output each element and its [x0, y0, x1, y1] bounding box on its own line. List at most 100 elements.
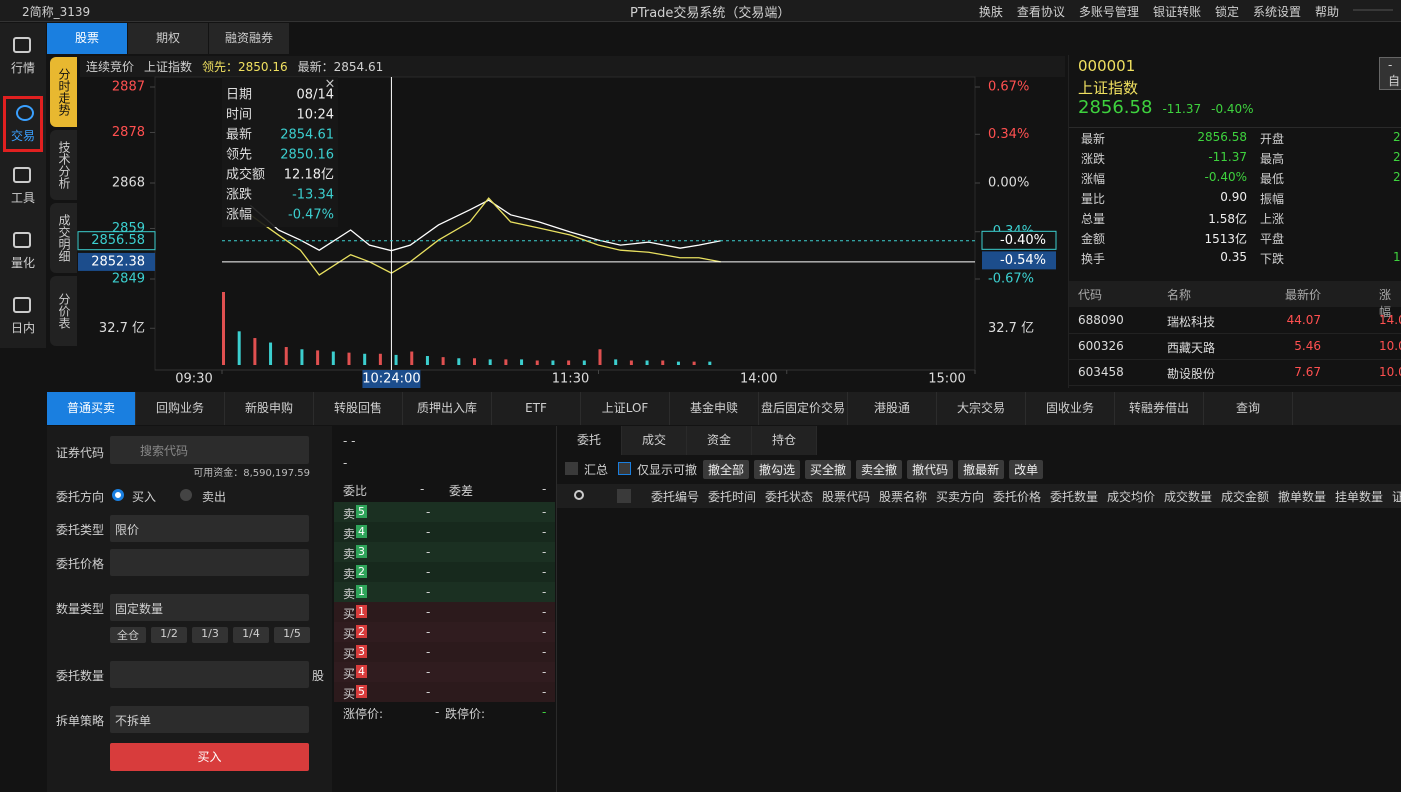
- fraction-btn[interactable]: 1/2: [151, 627, 187, 643]
- order-btn[interactable]: 改单: [1009, 460, 1044, 479]
- sidebar-item[interactable]: 量化: [3, 226, 43, 282]
- volume-bar: [535, 360, 539, 365]
- book-level: 1: [356, 585, 367, 598]
- biz-tab[interactable]: 固收业务: [1026, 392, 1115, 425]
- sidebar: 行情交易工具量化日内: [0, 23, 46, 348]
- top-tab[interactable]: 股票: [47, 23, 127, 54]
- sidebar-label: 行情: [10, 61, 35, 75]
- chart-tab[interactable]: 技术分析: [50, 130, 77, 200]
- menu-item[interactable]: 银证转账: [1152, 5, 1201, 19]
- biz-tab[interactable]: 转股回售: [314, 392, 403, 425]
- fraction-btn[interactable]: 1/5: [274, 627, 310, 643]
- list-row[interactable]: 688090 瑞松科技 44.07 14.0: [1069, 308, 1401, 334]
- order-tab[interactable]: 成交: [622, 426, 687, 455]
- menu-item[interactable]: 多账号管理: [1078, 5, 1139, 19]
- quote-price-row: 2856.58 -11.37 -0.40%: [1078, 97, 1254, 118]
- biz-tab[interactable]: 基金申赎: [670, 392, 759, 425]
- select[interactable]: 限价: [110, 515, 309, 542]
- submit-buy[interactable]: 买入: [110, 743, 309, 771]
- radio-label: 买入: [132, 490, 157, 504]
- top-tab[interactable]: 期权: [128, 23, 208, 54]
- order-column: 买卖方向: [936, 490, 985, 504]
- order-column: 证: [1392, 490, 1401, 504]
- order-btn[interactable]: 撤勾选: [754, 460, 801, 479]
- order-btn[interactable]: 撤最新: [958, 460, 1005, 479]
- biz-tab[interactable]: 大宗交易: [937, 392, 1026, 425]
- book-price: -: [426, 665, 431, 679]
- order-tab[interactable]: 委托: [557, 426, 622, 455]
- sidebar-item[interactable]: 行情: [3, 31, 43, 87]
- menu-item[interactable]: 换肤: [978, 5, 1003, 19]
- order-column: 成交金额: [1221, 490, 1270, 504]
- tooltip-key: 领先: [226, 148, 252, 163]
- chart-tab[interactable]: 成交明细: [50, 203, 77, 273]
- book-vol: -: [542, 665, 547, 679]
- list-cell: 7.67: [1294, 365, 1321, 379]
- x-tick-label: 14:00: [740, 372, 777, 387]
- order-btn[interactable]: 买全撤: [805, 460, 852, 479]
- list-row[interactable]: 600326 西藏天路 5.46 10.0: [1069, 334, 1401, 360]
- quote-button[interactable]: - 自: [1379, 57, 1401, 90]
- order-btn[interactable]: 撤代码: [907, 460, 954, 479]
- book-vol: -: [542, 585, 547, 599]
- volume-bar: [331, 351, 335, 365]
- top-tab[interactable]: 融资融券: [209, 23, 289, 54]
- biz-tab[interactable]: 新股申购: [225, 392, 314, 425]
- order-tab[interactable]: 资金: [687, 426, 752, 455]
- biz-tab[interactable]: 港股通: [848, 392, 937, 425]
- volume-bar: [222, 292, 225, 365]
- biz-tab[interactable]: 回购业务: [136, 392, 225, 425]
- select-value: 限价: [115, 523, 140, 537]
- biz-tab[interactable]: 盘后固定价交易: [759, 392, 848, 425]
- sidebar-item[interactable]: 交易: [3, 96, 43, 152]
- fraction-btn[interactable]: 1/3: [192, 627, 228, 643]
- order-column: 委托价格: [993, 490, 1042, 504]
- menu-item[interactable]: 帮助: [1314, 5, 1339, 19]
- sidebar-icon: [13, 297, 31, 313]
- chart-tab[interactable]: 分时走势: [50, 57, 77, 127]
- biz-tab[interactable]: 普通买卖: [47, 392, 136, 425]
- biz-tab[interactable]: 上证LOF: [581, 392, 670, 425]
- sidebar-item[interactable]: 工具: [3, 161, 43, 217]
- book-side: 买: [343, 667, 356, 681]
- list-head: 涨幅: [1379, 288, 1392, 319]
- biz-tab[interactable]: 质押出入库: [403, 392, 492, 425]
- select[interactable]: 固定数量: [110, 594, 309, 621]
- sidebar-icon: [13, 37, 31, 53]
- fraction-btn[interactable]: 1/4: [233, 627, 269, 643]
- menu-item[interactable]: 系统设置: [1252, 5, 1301, 19]
- book-label: 委比: [343, 484, 368, 498]
- select[interactable]: [110, 661, 309, 688]
- book-side: 买: [343, 627, 356, 641]
- fraction-btn[interactable]: 全仓: [110, 627, 146, 643]
- sidebar-label: 量化: [10, 256, 35, 270]
- price-line: [249, 199, 721, 252]
- sidebar-item[interactable]: 日内: [3, 291, 43, 347]
- menu-item[interactable]: 查看协议: [1016, 5, 1065, 19]
- field-label: 拆单策略: [56, 714, 105, 728]
- chart-tab[interactable]: 分价表: [50, 276, 77, 346]
- menu-item[interactable]: 锁定: [1214, 5, 1239, 19]
- code-input[interactable]: 搜索代码: [110, 436, 309, 464]
- y-tick-label: 2849: [112, 272, 145, 287]
- tooltip-bg: [222, 77, 338, 227]
- sidebar-label: 工具: [10, 191, 35, 205]
- order-btn[interactable]: 撤全部: [703, 460, 750, 479]
- list-row[interactable]: 603458 勘设股份 7.67 10.0: [1069, 360, 1401, 386]
- stat-label: 涨跌: [1081, 152, 1106, 166]
- select[interactable]: 不拆单: [110, 706, 309, 733]
- order-btn[interactable]: 卖全撤: [856, 460, 903, 479]
- book-vol: -: [542, 505, 547, 519]
- biz-tab[interactable]: 查询: [1204, 392, 1293, 425]
- tooltip-key: 最新: [226, 127, 252, 143]
- tooltip-value: 2854.61: [280, 128, 334, 143]
- biz-tab[interactable]: ETF: [492, 392, 581, 425]
- order-tab[interactable]: 持仓: [752, 426, 817, 455]
- select[interactable]: [110, 549, 309, 576]
- biz-tab[interactable]: 转融券借出: [1115, 392, 1204, 425]
- volume-bar: [269, 342, 273, 365]
